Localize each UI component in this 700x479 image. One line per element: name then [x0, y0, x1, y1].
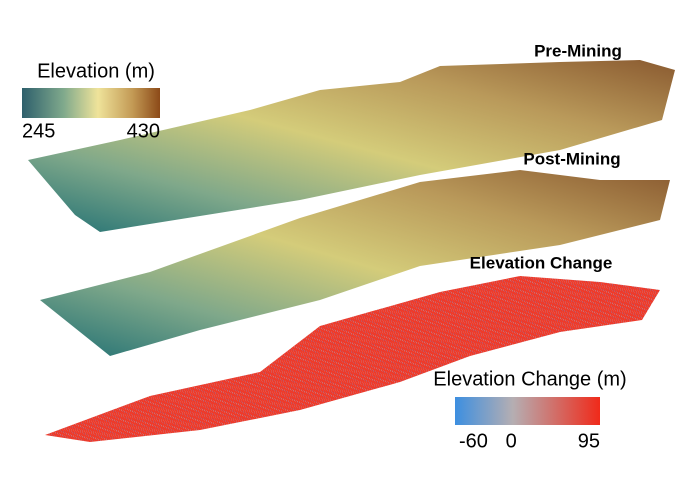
post-mining-surface: [40, 170, 670, 356]
terrain: [28, 60, 675, 442]
colorbar: [22, 88, 160, 118]
tick-label: 95: [578, 430, 600, 452]
tick-label: -60: [459, 430, 488, 452]
elevation-change-surface: [45, 276, 660, 442]
legend-title: Elevation Change (m): [433, 368, 626, 390]
panel-label: Elevation Change: [470, 253, 613, 272]
tick-label: 0: [506, 430, 517, 452]
colorbar: [455, 397, 600, 425]
panel-label: Post-Mining: [523, 149, 620, 168]
pre-mining-surface: [28, 60, 675, 232]
panel-label: Pre-Mining: [534, 41, 622, 60]
tick-label: 245: [22, 120, 55, 142]
tick-label: 430: [127, 120, 160, 142]
legend-title: Elevation (m): [37, 60, 155, 82]
